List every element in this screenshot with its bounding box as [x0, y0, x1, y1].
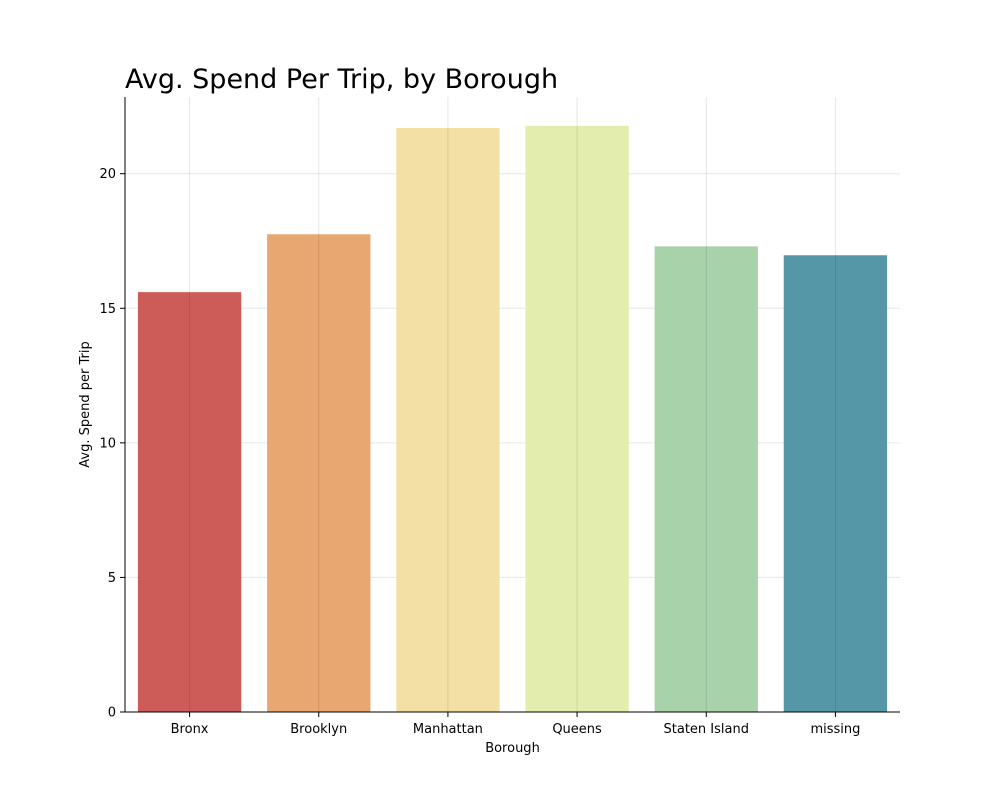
x-ticks: Bronx Brooklyn Manhattan Queens Staten Islan…	[171, 712, 860, 737]
vertical-grid-lines	[189, 97, 836, 712]
y-ticks: 0 5 10 15 20	[99, 167, 125, 721]
bar	[267, 234, 371, 712]
y-tick-label: 15	[99, 302, 116, 317]
x-tick-label: Brooklyn	[290, 722, 347, 737]
bar	[654, 246, 758, 712]
x-tick-label: Manhattan	[413, 722, 483, 737]
y-tick-label: 0	[108, 706, 116, 721]
x-tick-label: Staten Island	[664, 722, 749, 737]
bar	[525, 125, 629, 712]
bar	[396, 127, 500, 713]
bar	[783, 255, 888, 712]
x-tick-label: missing	[810, 722, 860, 737]
x-axis-label: Borough	[485, 741, 540, 756]
x-tick-label: Bronx	[171, 722, 209, 737]
chart-title: Avg. Spend Per Trip, by Borough	[125, 64, 558, 95]
y-tick-label: 5	[108, 571, 116, 586]
bar	[137, 292, 242, 712]
y-tick-label: 10	[99, 436, 116, 451]
y-axis-label: Avg. Spend per Trip	[78, 341, 93, 467]
y-tick-label: 20	[99, 167, 116, 182]
x-tick-label: Queens	[552, 722, 602, 737]
bars	[137, 125, 888, 713]
